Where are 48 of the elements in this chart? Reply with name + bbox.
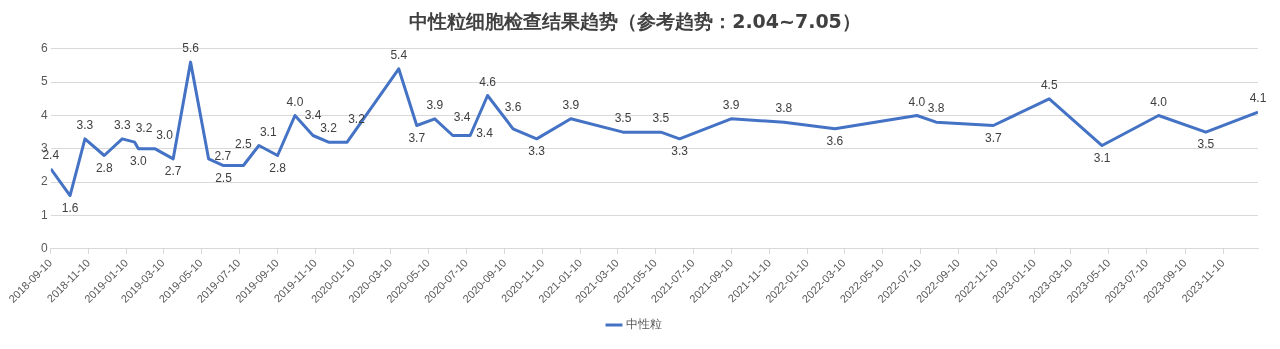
data-label: 3.0 xyxy=(156,128,174,143)
data-label: 4.1 xyxy=(1249,91,1267,106)
y-tick-label: 0 xyxy=(41,241,49,256)
y-tick-label: 4 xyxy=(41,107,49,122)
chart-title: 中性粒细胞检查结果趋势（参考趋势：2.04~7.05） xyxy=(409,10,861,33)
y-tick-label: 5 xyxy=(41,74,49,89)
data-label: 3.6 xyxy=(826,134,844,149)
data-label: 3.4 xyxy=(476,125,494,140)
data-label: 2.5 xyxy=(215,170,233,185)
y-tick-label: 6 xyxy=(41,41,49,56)
data-label: 3.8 xyxy=(775,101,793,116)
data-label: 1.6 xyxy=(61,200,79,215)
y-tick-label: 2 xyxy=(41,174,49,189)
data-label: 4.0 xyxy=(286,94,304,109)
data-label: 2.8 xyxy=(269,160,287,175)
data-label: 3.9 xyxy=(722,98,740,113)
data-label: 4.0 xyxy=(1150,94,1168,109)
data-label: 4.5 xyxy=(1040,78,1058,93)
data-label: 2.5 xyxy=(235,136,253,151)
data-label: 2.7 xyxy=(164,164,182,179)
data-label: 5.4 xyxy=(390,48,408,63)
data-label: 3.8 xyxy=(927,101,945,116)
data-label: 3.7 xyxy=(984,130,1002,145)
data-label: 3.9 xyxy=(426,98,444,113)
data-label: 4.0 xyxy=(908,94,926,109)
data-label: 3.7 xyxy=(408,130,426,145)
data-label: 3.3 xyxy=(671,144,689,159)
y-tick-label: 1 xyxy=(41,207,49,222)
data-label: 2.7 xyxy=(214,149,232,164)
data-label: 3.2 xyxy=(135,121,153,136)
data-label: 3.1 xyxy=(259,124,277,139)
data-label: 3.2 xyxy=(320,121,338,136)
data-label: 5.6 xyxy=(182,41,200,56)
data-label: 3.4 xyxy=(453,110,471,125)
data-label: 3.4 xyxy=(304,108,322,123)
data-label: 3.6 xyxy=(504,99,522,114)
data-label: 3.9 xyxy=(562,98,580,113)
data-label: 3.5 xyxy=(1197,137,1215,152)
data-label: 3.5 xyxy=(614,111,632,126)
data-label: 3.3 xyxy=(113,118,131,133)
data-label: 3.3 xyxy=(76,118,94,133)
data-label: 3.1 xyxy=(1093,150,1111,165)
data-label: 3.3 xyxy=(528,144,546,159)
data-label: 3.5 xyxy=(652,111,670,126)
data-label: 4.6 xyxy=(479,74,497,89)
data-label: 2.8 xyxy=(95,160,113,175)
data-label: 3.0 xyxy=(130,154,148,169)
legend-label: 中性粒 xyxy=(626,317,662,332)
